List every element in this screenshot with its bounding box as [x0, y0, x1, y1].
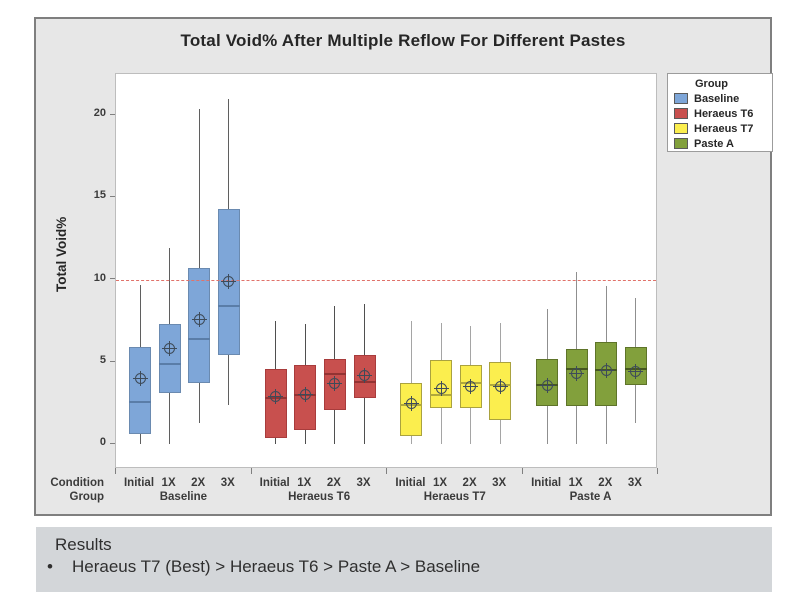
x-axis-tick	[656, 468, 658, 474]
group-label: Heraeus T7	[423, 491, 486, 503]
y-tick-label: 15	[93, 189, 106, 202]
condition-tick-label: 3X	[220, 477, 235, 489]
legend-entry-label: Baseline	[694, 92, 740, 105]
condition-tick-label: 2X	[191, 477, 206, 489]
plot-area	[115, 73, 657, 468]
condition-tick-label: 1X	[568, 477, 583, 489]
y-axis-tick	[110, 360, 115, 362]
condition-tick-label: 3X	[627, 477, 642, 489]
mean-marker	[162, 341, 178, 357]
mean-marker	[569, 366, 585, 382]
legend-title: Group	[695, 78, 728, 90]
mean-marker	[268, 389, 284, 405]
legend-swatch	[674, 108, 688, 119]
y-axis-tick	[110, 195, 115, 197]
mean-marker	[191, 311, 207, 327]
condition-tick-label: 1X	[161, 477, 176, 489]
condition-tick-label: 2X	[462, 477, 477, 489]
condition-tick-label: 3X	[492, 477, 507, 489]
mean-marker	[598, 362, 614, 378]
median-line	[188, 337, 211, 340]
reference-line	[116, 279, 656, 281]
mean-marker	[297, 387, 313, 403]
x-axis-tick	[386, 468, 388, 474]
y-axis-tick	[110, 113, 115, 115]
legend-entry: Baseline	[668, 91, 772, 106]
group-label: Baseline	[159, 491, 208, 503]
bullet-glyph: •	[47, 557, 53, 576]
median-line	[323, 372, 346, 375]
condition-tick-label: Initial	[123, 477, 155, 489]
mean-marker	[132, 370, 148, 386]
condition-row-header: Condition	[50, 477, 104, 489]
legend: Group Baseline Heraeus T6 Heraeus T7 Paste …	[667, 73, 773, 152]
mean-marker	[628, 364, 644, 380]
results-bullet-item: • Heraeus T7 (Best) > Heraeus T6 > Paste…	[47, 557, 772, 577]
condition-tick-label: Initial	[259, 477, 290, 489]
y-tick-label: 20	[93, 107, 106, 120]
y-tick-label: 0	[99, 436, 106, 449]
y-axis-tick	[110, 278, 115, 280]
legend-swatch	[674, 138, 688, 149]
median-line	[158, 362, 181, 365]
mean-marker	[403, 395, 419, 411]
y-axis-tick	[110, 442, 115, 444]
whisker	[410, 320, 412, 445]
legend-swatch	[674, 93, 688, 104]
group-label: Heraeus T6	[288, 491, 351, 503]
results-header: Results	[55, 535, 112, 554]
mean-marker	[433, 380, 449, 396]
mean-marker	[463, 379, 479, 395]
condition-tick-label: 3X	[356, 477, 371, 489]
legend-entry-label: Paste A	[694, 137, 734, 150]
condition-tick-label: 2X	[598, 477, 613, 489]
condition-tick-label: 1X	[297, 477, 312, 489]
mean-marker	[492, 379, 508, 395]
mean-marker	[357, 367, 372, 383]
x-axis-tick	[522, 468, 524, 474]
legend-entry: Heraeus T7	[668, 121, 772, 136]
results-text: Heraeus T7 (Best) > Heraeus T6 > Paste A…	[72, 557, 481, 576]
legend-entry: Paste A	[668, 136, 772, 151]
median-line	[217, 305, 240, 308]
mean-marker	[539, 377, 555, 393]
condition-tick-label: 1X	[432, 477, 448, 489]
y-tick-label: 10	[93, 271, 106, 284]
legend-swatch	[674, 123, 688, 134]
group-label: Paste A	[569, 491, 612, 503]
legend-entry-label: Heraeus T7	[694, 122, 754, 135]
group-row-header: Group	[69, 491, 105, 503]
box	[129, 347, 151, 435]
chart-figure: Total Void% After Multiple Reflow For Di…	[34, 17, 773, 516]
chart-title: Total Void% After Multiple Reflow For Di…	[180, 31, 626, 50]
condition-tick-label: Initial	[395, 477, 426, 489]
y-tick-label: 5	[99, 354, 106, 367]
results-box: Results • Heraeus T7 (Best) > Heraeus T6…	[36, 527, 772, 592]
x-axis-tick	[114, 468, 116, 474]
legend-entry-label: Heraeus T6	[694, 107, 754, 120]
legend-entry: Heraeus T6	[668, 106, 772, 121]
condition-tick-label: Initial	[531, 477, 562, 489]
condition-tick-label: 2X	[326, 477, 341, 489]
whisker	[198, 108, 200, 423]
box	[158, 324, 181, 394]
mean-marker	[221, 273, 237, 289]
x-axis-tick	[250, 468, 252, 474]
median-line	[129, 400, 151, 403]
mean-marker	[327, 375, 343, 391]
